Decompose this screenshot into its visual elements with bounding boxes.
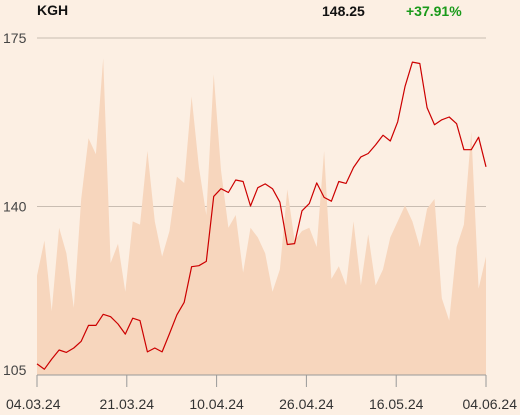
axes: 105 140 175 04.03.24 21.03.24 10.04.24 26.04.2… bbox=[3, 30, 517, 412]
x-tick-label-2: 10.04.24 bbox=[189, 396, 244, 412]
y-tick-label-140: 140 bbox=[3, 199, 27, 215]
x-tick-label-1: 21.03.24 bbox=[100, 396, 155, 412]
y-tick-label-105: 105 bbox=[3, 362, 27, 378]
x-tick-label-3: 26.04.24 bbox=[279, 396, 334, 412]
price-line bbox=[36, 61, 487, 370]
x-tick-label-5: 04.06.24 bbox=[463, 396, 518, 412]
last-price: 148.25 bbox=[322, 3, 365, 19]
volume-area bbox=[37, 58, 486, 375]
ticker-symbol: KGH bbox=[37, 2, 69, 18]
quote-header: KGH 148.25 +37.91% bbox=[0, 0, 520, 22]
y-tick-label-175: 175 bbox=[3, 30, 27, 46]
volume-area-layer bbox=[37, 58, 486, 375]
price-change-percent: +37.91% bbox=[406, 3, 462, 19]
gridlines bbox=[37, 37, 486, 207]
x-tick-label-4: 16.05.24 bbox=[369, 396, 424, 412]
x-tick-label-0: 04.03.24 bbox=[6, 396, 61, 412]
price-line-layer bbox=[36, 61, 487, 370]
